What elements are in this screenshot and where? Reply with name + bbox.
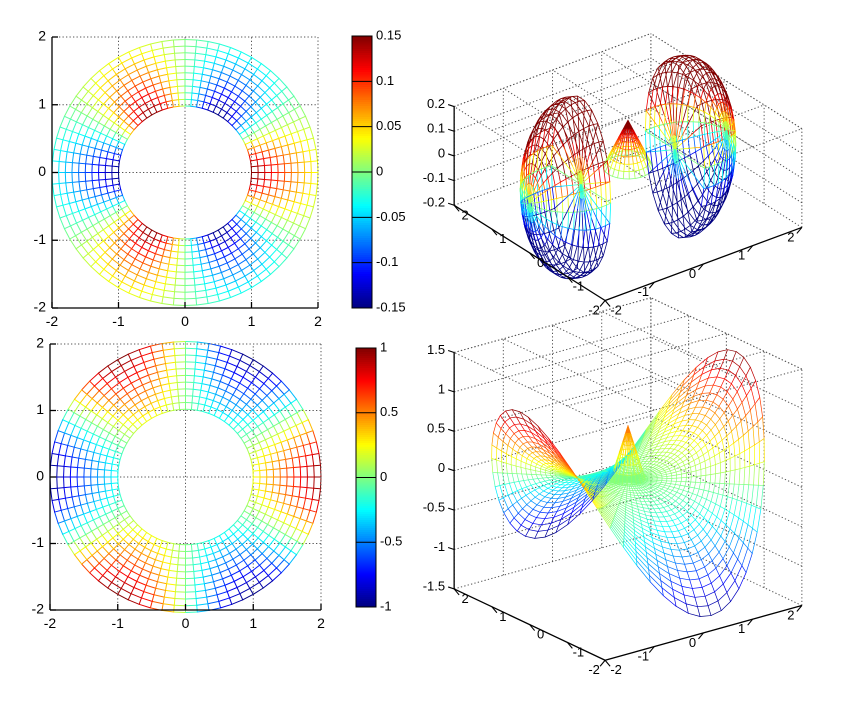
- svg-text:0.1: 0.1: [427, 121, 445, 136]
- svg-text:1: 1: [249, 615, 257, 631]
- svg-text:-0.2: -0.2: [423, 195, 445, 210]
- svg-text:2: 2: [314, 313, 322, 329]
- svg-text:-0.5: -0.5: [423, 500, 445, 515]
- svg-text:-2: -2: [32, 601, 45, 617]
- svg-text:-1: -1: [573, 279, 585, 294]
- svg-text:-1: -1: [32, 534, 45, 550]
- svg-text:-2: -2: [588, 302, 600, 317]
- svg-text:0: 0: [438, 145, 445, 160]
- svg-text:-1: -1: [34, 231, 47, 247]
- svg-text:0: 0: [537, 627, 544, 642]
- svg-text:-2: -2: [610, 302, 622, 317]
- svg-text:0: 0: [182, 615, 190, 631]
- svg-text:-2: -2: [46, 313, 59, 329]
- svg-text:0: 0: [689, 266, 696, 281]
- svg-text:-1: -1: [434, 539, 446, 554]
- svg-text:0: 0: [376, 163, 383, 178]
- svg-text:0.5: 0.5: [380, 404, 398, 419]
- svg-text:0: 0: [689, 635, 696, 650]
- svg-text:1: 1: [380, 339, 387, 354]
- svg-text:0.1: 0.1: [376, 73, 394, 88]
- svg-text:0.5: 0.5: [427, 421, 445, 436]
- svg-text:1: 1: [248, 313, 256, 329]
- svg-text:0: 0: [36, 468, 44, 484]
- svg-text:1: 1: [738, 621, 745, 636]
- svg-text:0: 0: [181, 313, 189, 329]
- svg-text:1.5: 1.5: [427, 342, 445, 357]
- svg-text:0: 0: [38, 163, 46, 179]
- svg-text:-0.1: -0.1: [376, 254, 398, 269]
- svg-text:2: 2: [317, 615, 325, 631]
- svg-text:-1: -1: [638, 284, 650, 299]
- svg-text:2: 2: [787, 229, 794, 244]
- svg-text:1: 1: [36, 401, 44, 417]
- svg-text:1: 1: [438, 381, 445, 396]
- svg-text:0: 0: [380, 469, 387, 484]
- svg-text:2: 2: [36, 335, 44, 351]
- svg-text:-2: -2: [44, 615, 57, 631]
- svg-text:-0.1: -0.1: [423, 170, 445, 185]
- svg-text:-0.05: -0.05: [376, 209, 406, 224]
- svg-text:0: 0: [537, 255, 544, 270]
- svg-text:-2: -2: [610, 662, 622, 677]
- svg-text:-1.5: -1.5: [423, 578, 445, 593]
- svg-text:-1: -1: [638, 649, 650, 664]
- svg-text:1: 1: [499, 231, 506, 246]
- svg-text:-1: -1: [380, 598, 392, 613]
- svg-text:1: 1: [738, 248, 745, 263]
- svg-text:2: 2: [787, 608, 794, 623]
- svg-text:2: 2: [38, 28, 46, 44]
- svg-text:1: 1: [38, 95, 46, 111]
- svg-text:-1: -1: [112, 615, 125, 631]
- svg-text:0.2: 0.2: [427, 96, 445, 111]
- svg-text:-1: -1: [573, 644, 585, 659]
- svg-text:0.05: 0.05: [376, 118, 401, 133]
- svg-text:-0.15: -0.15: [376, 299, 406, 314]
- svg-text:-0.5: -0.5: [380, 534, 402, 549]
- svg-text:0: 0: [438, 460, 445, 475]
- svg-text:0.15: 0.15: [376, 27, 401, 42]
- svg-text:2: 2: [462, 207, 469, 222]
- svg-text:-2: -2: [588, 662, 600, 677]
- svg-text:2: 2: [462, 591, 469, 606]
- svg-text:-2: -2: [34, 299, 47, 315]
- svg-text:1: 1: [499, 609, 506, 624]
- svg-text:-1: -1: [112, 313, 125, 329]
